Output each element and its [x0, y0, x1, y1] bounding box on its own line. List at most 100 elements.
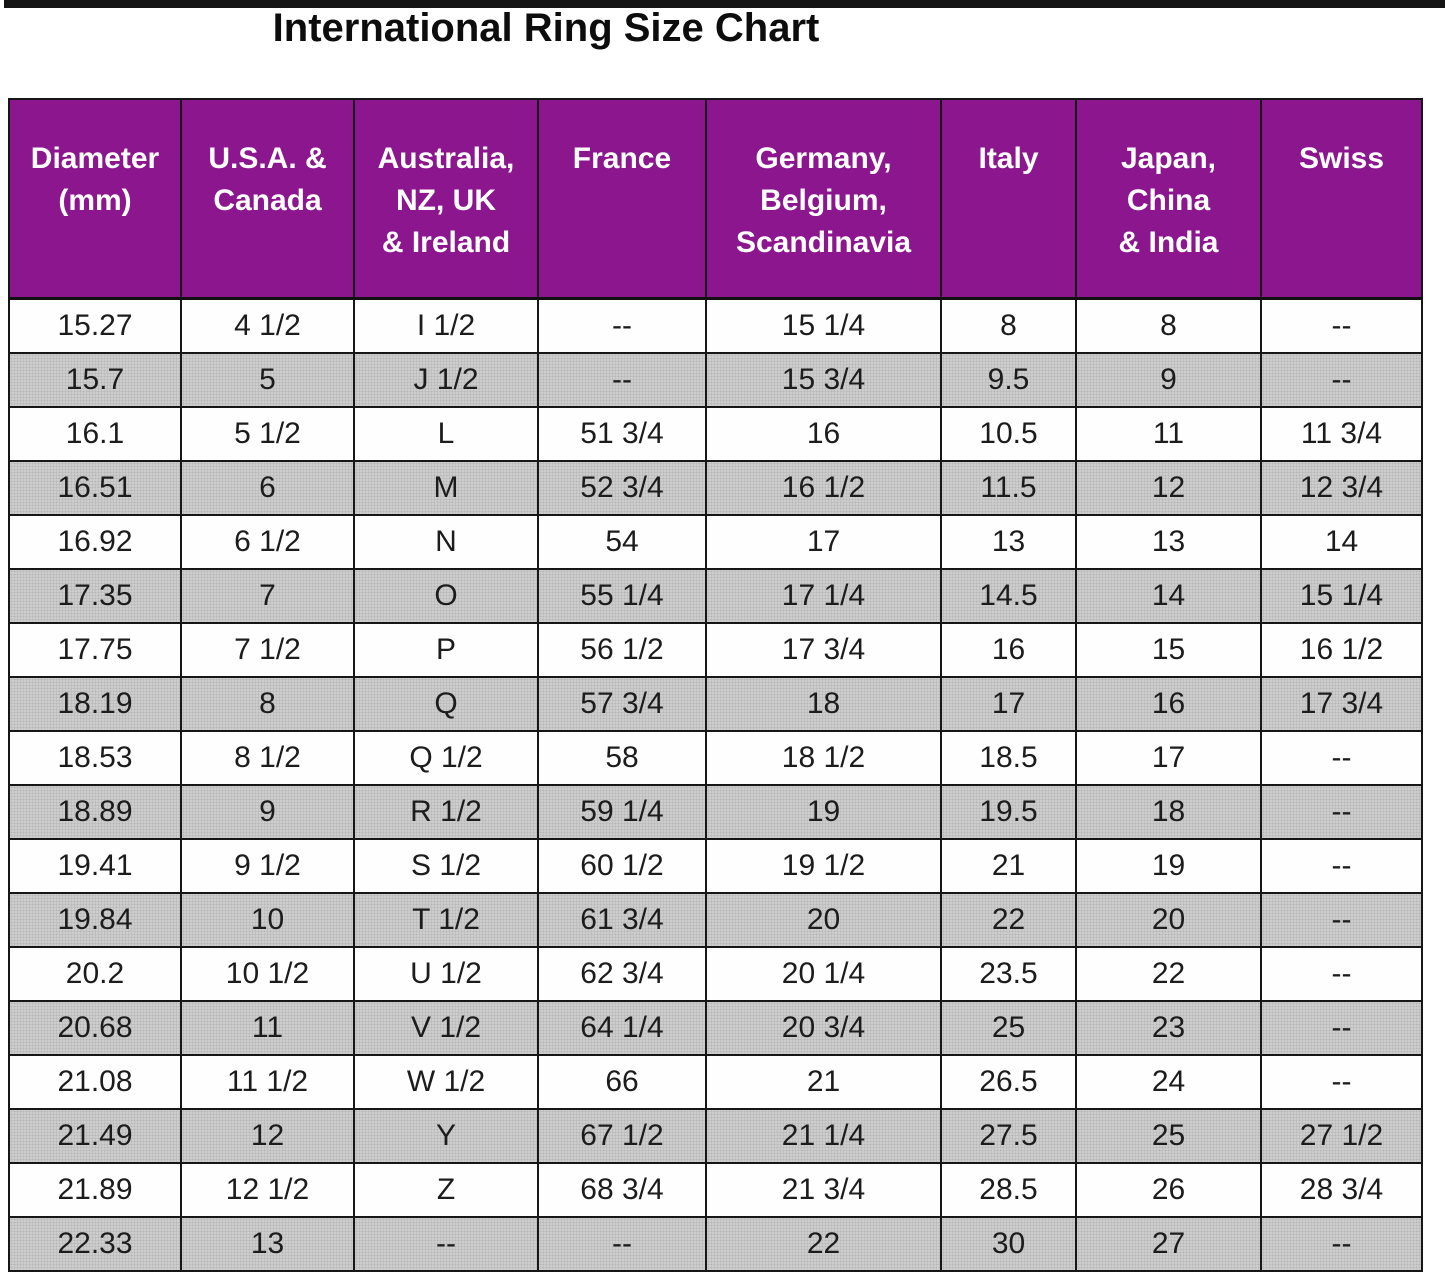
table-cell: 51 3/4	[537, 405, 707, 462]
table-row: 15.27 4 1/2 I 1/2 -- 15 1/4 8 8 --	[8, 297, 1423, 354]
table-cell: 12 3/4	[1260, 459, 1423, 516]
col-header-diameter-mm: Diameter (mm)	[8, 98, 182, 300]
table-cell: 15 1/4	[705, 297, 942, 354]
table-cell: 22	[1075, 945, 1262, 1002]
table-cell: 11.5	[940, 459, 1077, 516]
top-divider	[4, 0, 1445, 8]
table-cell: 16 1/2	[1260, 621, 1423, 678]
table-cell: 10	[180, 891, 355, 948]
table-cell: 17	[940, 675, 1077, 732]
table-cell: 10.5	[940, 405, 1077, 462]
table-cell: 60 1/2	[537, 837, 707, 894]
table-cell: N	[353, 513, 539, 570]
table-cell: T 1/2	[353, 891, 539, 948]
table-cell: 26	[1075, 1161, 1262, 1218]
table-cell: 5 1/2	[180, 405, 355, 462]
table-cell: 27	[1075, 1215, 1262, 1272]
table-cell: 19	[705, 783, 942, 840]
table-cell: 16.51	[8, 459, 182, 516]
table-cell: 22.33	[8, 1215, 182, 1272]
table-cell: --	[537, 297, 707, 354]
col-header-germany-belgium-scandinavia: Germany, Belgium, Scandinavia	[705, 98, 942, 300]
table-cell: --	[353, 1215, 539, 1272]
table-cell: --	[1260, 945, 1423, 1002]
table-cell: 14	[1075, 567, 1262, 624]
table-cell: 12 1/2	[180, 1161, 355, 1218]
table-cell: 17 3/4	[1260, 675, 1423, 732]
table-cell: W 1/2	[353, 1053, 539, 1110]
table-cell: 28.5	[940, 1161, 1077, 1218]
table-cell: 16	[940, 621, 1077, 678]
table-cell: 27 1/2	[1260, 1107, 1423, 1164]
table-row: 19.84 10 T 1/2 61 3/4 20 22 20 --	[8, 891, 1423, 948]
table-row: 19.41 9 1/2 S 1/2 60 1/2 19 1/2 21 19 --	[8, 837, 1423, 894]
col-header-usa-canada: U.S.A. & Canada	[180, 98, 355, 300]
table-cell: 19.84	[8, 891, 182, 948]
table-cell: 18	[705, 675, 942, 732]
table-cell: --	[1260, 891, 1423, 948]
table-cell: Z	[353, 1161, 539, 1218]
table-row: 16.92 6 1/2 N 54 17 13 13 14	[8, 513, 1423, 570]
table-cell: 25	[940, 999, 1077, 1056]
table-row: 17.75 7 1/2 P 56 1/2 17 3/4 16 15 16 1/2	[8, 621, 1423, 678]
table-cell: 11	[1075, 405, 1262, 462]
table-cell: 24	[1075, 1053, 1262, 1110]
page-title: International Ring Size Chart	[272, 6, 820, 50]
table-cell: 54	[537, 513, 707, 570]
table-cell: 25	[1075, 1107, 1262, 1164]
table-cell: 23.5	[940, 945, 1077, 1002]
col-header-france: France	[537, 98, 707, 300]
table-cell: 17	[705, 513, 942, 570]
table-cell: 64 1/4	[537, 999, 707, 1056]
table-cell: 15 1/4	[1260, 567, 1423, 624]
table-cell: --	[1260, 1215, 1423, 1272]
table-cell: 17.75	[8, 621, 182, 678]
table-cell: --	[1260, 837, 1423, 894]
ring-size-table: Diameter (mm) U.S.A. & Canada Australia,…	[8, 98, 1423, 1272]
table-cell: 16	[705, 405, 942, 462]
table-cell: 15 3/4	[705, 351, 942, 408]
table-row: 15.7 5 J 1/2 -- 15 3/4 9.5 9 --	[8, 351, 1423, 408]
table-cell: 18	[1075, 783, 1262, 840]
table-cell: 61 3/4	[537, 891, 707, 948]
table-cell: 58	[537, 729, 707, 786]
table-cell: 14.5	[940, 567, 1077, 624]
table-cell: 20 1/4	[705, 945, 942, 1002]
table-cell: 18.89	[8, 783, 182, 840]
table-cell: 23	[1075, 999, 1262, 1056]
table-cell: 18.53	[8, 729, 182, 786]
table-cell: 20 3/4	[705, 999, 942, 1056]
table-cell: 15.27	[8, 297, 182, 354]
table-row: 21.49 12 Y 67 1/2 21 1/4 27.5 25 27 1/2	[8, 1107, 1423, 1164]
table-cell: 16	[1075, 675, 1262, 732]
table-cell: Y	[353, 1107, 539, 1164]
table-row: 16.1 5 1/2 L 51 3/4 16 10.5 11 11 3/4	[8, 405, 1423, 462]
table-cell: 66	[537, 1053, 707, 1110]
table-row: 18.89 9 R 1/2 59 1/4 19 19.5 18 --	[8, 783, 1423, 840]
table-cell: 26.5	[940, 1053, 1077, 1110]
table-cell: 9	[180, 783, 355, 840]
table-cell: 11 1/2	[180, 1053, 355, 1110]
table-cell: 17	[1075, 729, 1262, 786]
table-cell: --	[1260, 1053, 1423, 1110]
table-cell: --	[1260, 999, 1423, 1056]
table-cell: 4 1/2	[180, 297, 355, 354]
table-cell: 18.19	[8, 675, 182, 732]
table-cell: 14	[1260, 513, 1423, 570]
table-cell: 15	[1075, 621, 1262, 678]
table-cell: 59 1/4	[537, 783, 707, 840]
table-cell: 20.2	[8, 945, 182, 1002]
table-cell: 11 3/4	[1260, 405, 1423, 462]
table-cell: 17 3/4	[705, 621, 942, 678]
table-cell: 16 1/2	[705, 459, 942, 516]
table-cell: --	[1260, 351, 1423, 408]
table-cell: 52 3/4	[537, 459, 707, 516]
table-cell: R 1/2	[353, 783, 539, 840]
table-cell: 19	[1075, 837, 1262, 894]
table-cell: 67 1/2	[537, 1107, 707, 1164]
table-cell: 8	[180, 675, 355, 732]
table-body: 15.27 4 1/2 I 1/2 -- 15 1/4 8 8 -- 15.7 5 J 1/2 -- 1…	[8, 297, 1423, 1272]
col-header-australia-nz-uk-ireland: Australia, NZ, UK & Ireland	[353, 98, 539, 300]
table-row: 16.51 6 M 52 3/4 16 1/2 11.5 12 12 3/4	[8, 459, 1423, 516]
table-cell: 18 1/2	[705, 729, 942, 786]
